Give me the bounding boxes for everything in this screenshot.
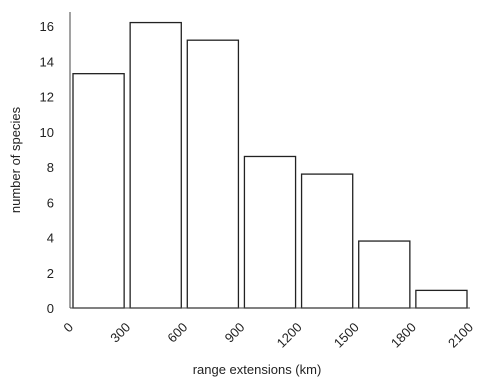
y-tick-10: 10	[40, 125, 54, 140]
bar-1800-2100	[415, 289, 468, 309]
y-tick-14: 14	[40, 54, 54, 69]
x-tick-2100: 2100	[445, 320, 476, 351]
x-axis-title: range extensions (km)	[193, 362, 322, 377]
y-tick-16: 16	[40, 19, 54, 34]
x-tick-300: 300	[107, 320, 133, 346]
y-tick-2: 2	[47, 266, 54, 281]
bar-300-600	[129, 21, 182, 309]
y-tick-0: 0	[47, 301, 54, 316]
y-axis-title: number of species	[8, 106, 23, 213]
y-tick-12: 12	[40, 90, 54, 105]
x-tick-1800: 1800	[388, 320, 419, 351]
bar-0-300	[72, 73, 125, 309]
y-tick-4: 4	[47, 231, 54, 246]
y-tick-labels: 0 2 4 6 8 10 12 14 16	[40, 19, 54, 316]
x-tick-1500: 1500	[331, 320, 362, 351]
bar-600-900	[186, 39, 240, 309]
y-tick-8: 8	[47, 160, 54, 175]
bar-900-1200	[243, 155, 297, 309]
x-tick-1200: 1200	[274, 320, 305, 351]
x-tick-900: 900	[222, 320, 248, 346]
x-tick-labels: 0 300 600 900 1200 1500 1800 2100	[60, 320, 476, 351]
bar-1500-1800	[358, 240, 411, 309]
bar-1200-1500	[300, 173, 354, 309]
bars-group	[72, 21, 468, 309]
x-tick-600: 600	[164, 320, 190, 346]
y-tick-6: 6	[47, 195, 54, 210]
x-tick-0: 0	[60, 320, 76, 336]
